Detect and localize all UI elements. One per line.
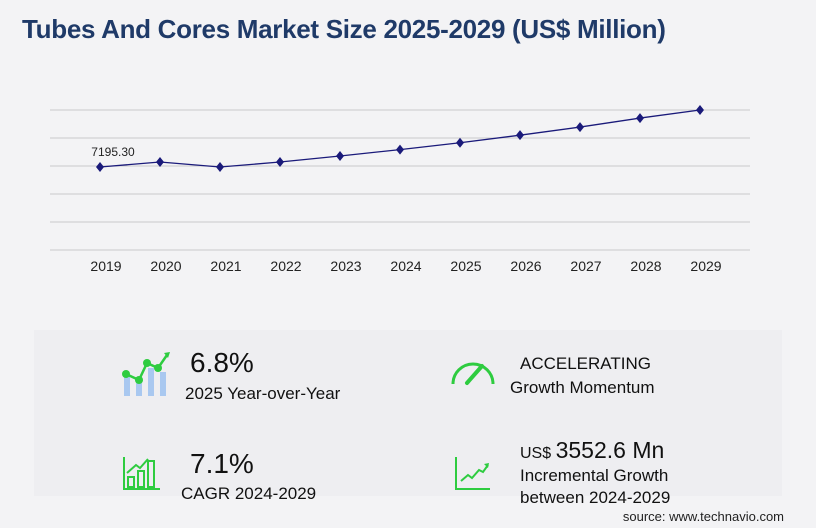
yoy-value: 6.8% xyxy=(190,347,254,378)
data-point-2027 xyxy=(576,122,584,133)
x-tick-label: 2020 xyxy=(150,258,181,274)
data-point-2023 xyxy=(336,151,344,162)
x-tick-label: 2021 xyxy=(210,258,241,274)
yoy-label: 2025 Year-over-Year xyxy=(185,384,341,403)
momentum-label: Growth Momentum xyxy=(510,378,655,397)
incremental-label-2: between 2024-2029 xyxy=(520,488,671,507)
data-point-2021 xyxy=(216,162,224,173)
speedometer-icon xyxy=(451,362,495,385)
data-point-2028 xyxy=(636,113,644,124)
x-tick-label: 2028 xyxy=(630,258,661,274)
x-tick-label: 2019 xyxy=(90,258,121,274)
line-chart: 2019 2020 2021 2022 2023 2024 2025 2026 2027 2028… xyxy=(50,105,750,274)
bar-growth-icon xyxy=(123,457,160,490)
data-point-2029 xyxy=(696,105,704,115)
x-tick-label: 2026 xyxy=(510,258,541,274)
x-tick-label: 2024 xyxy=(390,258,421,274)
cagr-value: 7.1% xyxy=(190,448,254,479)
growth-chart-icon xyxy=(122,352,170,396)
x-tick-label: 2023 xyxy=(330,258,361,274)
data-point-2026 xyxy=(516,130,524,141)
source-text: source: www.technavio.com xyxy=(622,509,784,524)
data-label: 7195.30 xyxy=(91,145,135,159)
trend-up-icon xyxy=(455,457,490,490)
x-tick-label: 2022 xyxy=(270,258,301,274)
chart-title: Tubes And Cores Market Size 2025-2029 (U… xyxy=(22,14,666,44)
incremental-value: US$ 3552.6 Mn xyxy=(520,437,664,464)
momentum-value: ACCELERATING xyxy=(520,354,651,373)
data-point-2019 xyxy=(96,162,104,173)
data-point-2020 xyxy=(156,157,164,168)
x-tick-label: 2029 xyxy=(690,258,721,274)
kpi-panel xyxy=(34,330,782,496)
currency-prefix: US$ xyxy=(520,445,552,462)
data-point-2022 xyxy=(276,157,284,168)
data-point-2025 xyxy=(456,137,464,148)
incremental-label-1: Incremental Growth xyxy=(520,466,669,485)
x-tick-label: 2025 xyxy=(450,258,481,274)
series-line xyxy=(99,109,701,168)
incremental-amount: 3552.6 Mn xyxy=(555,437,665,463)
cagr-label: CAGR 2024-2029 xyxy=(181,484,317,503)
data-point-2024 xyxy=(396,144,404,155)
x-tick-label: 2027 xyxy=(570,258,601,274)
